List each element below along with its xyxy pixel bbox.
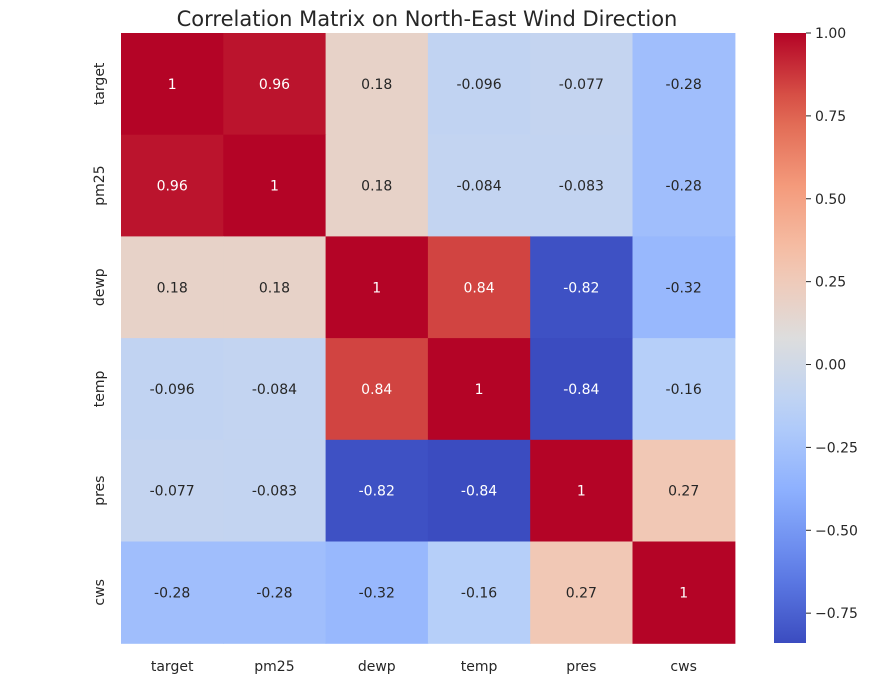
cell-annotation: 1 xyxy=(577,484,586,500)
y-tick-label: pres xyxy=(92,476,108,506)
cell-annotation: 1 xyxy=(372,280,381,296)
colorbar-tick-label: 0.25 xyxy=(815,275,846,291)
y-tick-label: target xyxy=(92,62,108,105)
colorbar-tick-label: 0.75 xyxy=(815,109,846,125)
cell-annotation: -0.084 xyxy=(456,179,501,195)
cell-annotation: 0.96 xyxy=(259,77,290,93)
cell-annotation: -0.16 xyxy=(666,382,702,398)
x-tick-label: pm25 xyxy=(254,659,294,675)
cell-annotation: 0.18 xyxy=(361,179,392,195)
colorbar-tick-label: 0.50 xyxy=(815,192,846,208)
colorbar-tick-label: 1.00 xyxy=(815,26,846,42)
cell-annotation: -0.28 xyxy=(666,179,702,195)
x-tick-label: dewp xyxy=(358,659,396,675)
x-axis-tick-labels: target pm25 dewp temp pres cws xyxy=(151,659,697,675)
chart-title: Correlation Matrix on North-East Wind Di… xyxy=(177,7,678,31)
cell-annotation: -0.32 xyxy=(666,280,702,296)
cell-annotation: 1 xyxy=(679,585,688,601)
cell-annotation: -0.28 xyxy=(666,77,702,93)
cell-annotation: -0.077 xyxy=(559,77,604,93)
y-axis-tick-labels: target pm25 dewp temp pres cws xyxy=(92,62,108,606)
cell-annotation: -0.82 xyxy=(359,484,395,500)
cell-annotation: -0.28 xyxy=(154,585,190,601)
cell-annotation: 0.27 xyxy=(668,484,699,500)
cell-annotation: -0.096 xyxy=(456,77,501,93)
cell-annotation: -0.82 xyxy=(563,280,599,296)
cell-annotation: 1 xyxy=(270,179,279,195)
colorbar-gradient xyxy=(774,33,806,643)
cell-annotation: -0.083 xyxy=(252,484,297,500)
colorbar-tick-label: −0.50 xyxy=(815,523,858,539)
cell-annotation: -0.083 xyxy=(559,179,604,195)
cell-annotation: -0.084 xyxy=(252,382,297,398)
colorbar-tick-label: −0.75 xyxy=(815,606,858,622)
cell-annotation: 0.27 xyxy=(566,585,597,601)
heatmap-cells xyxy=(121,33,735,644)
cell-annotation: -0.84 xyxy=(563,382,599,398)
colorbar: 1.00 0.75 0.50 0.25 0.00 −0.25 −0.50 −0.75 xyxy=(774,26,858,643)
cell-annotation: 0.84 xyxy=(463,280,494,296)
cell-annotation: 0.18 xyxy=(157,280,188,296)
y-tick-label: cws xyxy=(92,579,108,605)
colorbar-tick-label: 0.00 xyxy=(815,358,846,374)
y-tick-label: dewp xyxy=(92,268,108,306)
cell-annotation: -0.84 xyxy=(461,484,497,500)
cell-annotation: -0.16 xyxy=(461,585,497,601)
x-tick-label: cws xyxy=(670,659,696,675)
cell-annotation: 0.84 xyxy=(361,382,392,398)
cell-annotation: -0.077 xyxy=(150,484,195,500)
x-tick-label: temp xyxy=(461,659,498,675)
colorbar-tick-label: −0.25 xyxy=(815,440,858,456)
x-tick-label: target xyxy=(151,659,194,675)
y-tick-label: temp xyxy=(92,371,108,408)
x-tick-label: pres xyxy=(566,659,596,675)
cell-annotation: -0.096 xyxy=(150,382,195,398)
cell-annotation: 0.18 xyxy=(361,77,392,93)
cell-annotation: 1 xyxy=(475,382,484,398)
cell-annotation: 0.18 xyxy=(259,280,290,296)
cell-annotation: 0.96 xyxy=(157,179,188,195)
cell-annotation: -0.28 xyxy=(256,585,292,601)
y-tick-label: pm25 xyxy=(92,165,108,205)
cell-annotation: -0.32 xyxy=(359,585,395,601)
cell-annotation: 1 xyxy=(168,77,177,93)
